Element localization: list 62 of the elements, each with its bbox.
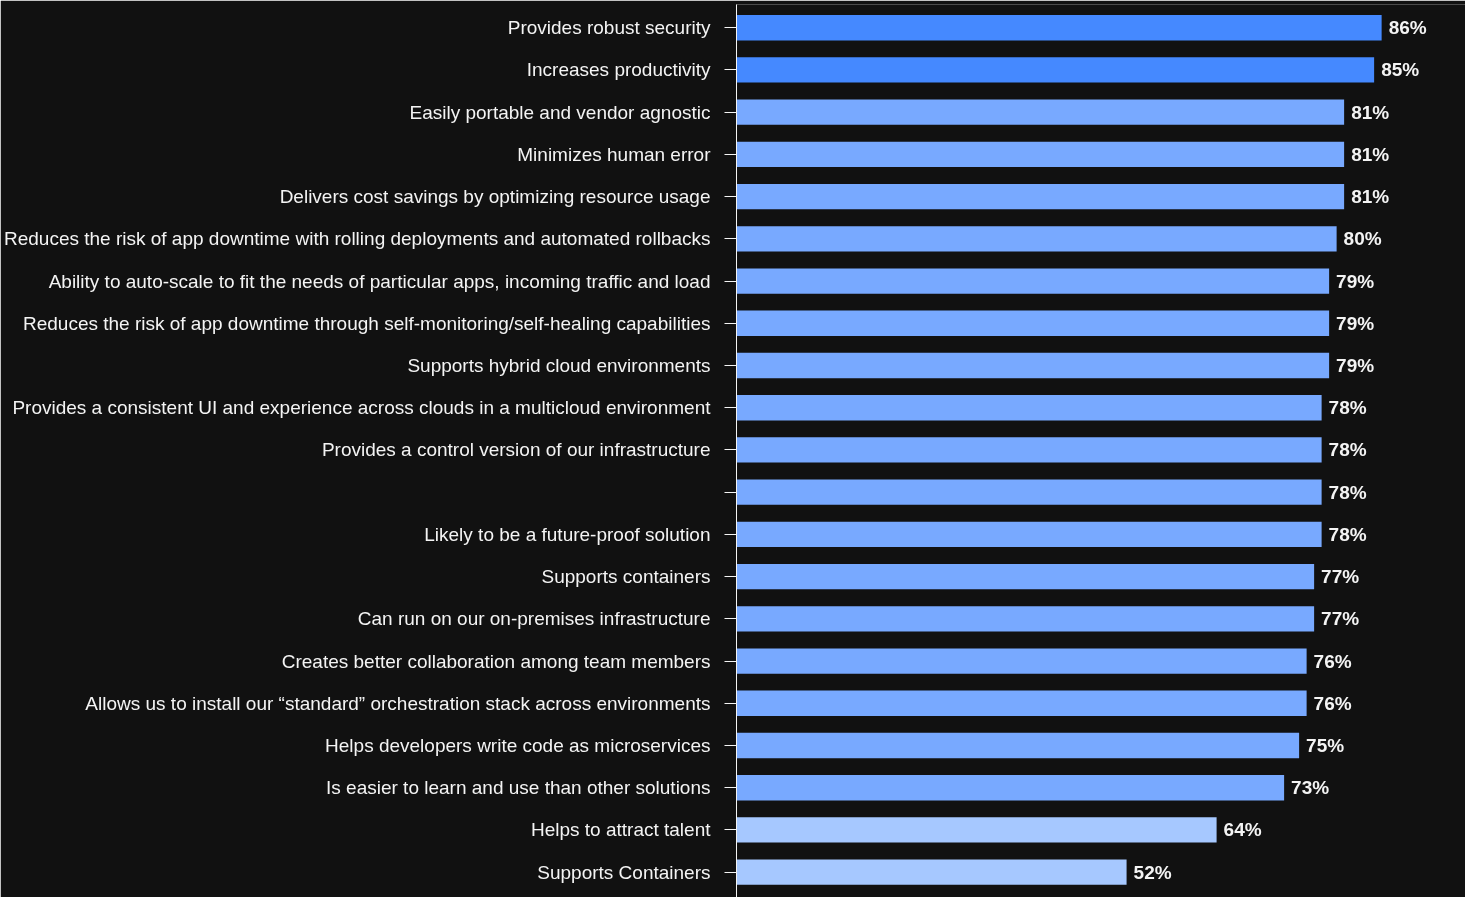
- bar: [736, 352, 1330, 379]
- data-label: 86%: [1388, 17, 1427, 39]
- bar: [736, 15, 1382, 41]
- data-label: 85%: [1381, 59, 1420, 81]
- data-label: 73%: [1291, 777, 1330, 799]
- bar: [736, 775, 1285, 801]
- data-label: 75%: [1306, 735, 1345, 756]
- y-tick-label: Provides a control version of our infrastructure: [321, 439, 711, 461]
- y-tick-label: Reduces the risk of app downtime through self-monitoring/self-healing capabilities: [22, 312, 711, 334]
- y-tick-label: Supports containers: [541, 566, 711, 588]
- bar: [736, 395, 1322, 421]
- y-tick-label: Supports Containers: [537, 861, 711, 883]
- y-tick-label: Is easier to learn and use than other solutions: [326, 777, 711, 799]
- data-label: 80%: [1343, 228, 1382, 250]
- bar: [736, 437, 1322, 463]
- bar: [736, 99, 1345, 125]
- data-label: 81%: [1351, 186, 1390, 208]
- y-tick-label: Can run on our on-premises infrastructure: [357, 608, 711, 630]
- data-label: 64%: [1223, 819, 1262, 841]
- data-label: 78%: [1328, 481, 1367, 503]
- data-label: 78%: [1328, 523, 1367, 545]
- y-tick-label: Helps developers write code as microservices: [325, 735, 711, 756]
- bar: [736, 310, 1330, 336]
- data-label: 79%: [1336, 270, 1375, 292]
- y-tick-label: Ability to auto-scale to fit the needs of particular apps, incoming traffic and load: [48, 270, 711, 292]
- data-label: 52%: [1133, 861, 1172, 883]
- bar: [736, 141, 1345, 168]
- data-label: 78%: [1328, 397, 1367, 419]
- bar: [736, 183, 1345, 210]
- bar: [736, 732, 1300, 759]
- data-label: 81%: [1351, 101, 1390, 123]
- bar: [736, 817, 1217, 843]
- y-tick-label: Provides a consistent UI and experience across clouds in a multicloud environment: [12, 397, 712, 419]
- data-label: 76%: [1313, 692, 1352, 714]
- data-label: 76%: [1313, 650, 1352, 672]
- bar: [736, 226, 1337, 252]
- data-label: 78%: [1328, 439, 1367, 461]
- y-tick-label: Allows us to install our “standard” orchestration stack across environments: [85, 692, 711, 714]
- bar: [736, 690, 1307, 716]
- bar: [736, 606, 1315, 632]
- data-label: 79%: [1336, 312, 1375, 334]
- y-tick-label: Increases productivity: [526, 59, 711, 81]
- bar: [736, 57, 1375, 83]
- y-tick-label: Creates better collaboration among team members: [281, 650, 711, 672]
- y-tick-label: Reduces the risk of app downtime with rolling deployments and automated rollbacks: [3, 228, 711, 250]
- y-tick-label: Minimizes human error: [517, 143, 712, 165]
- bar: [736, 563, 1315, 590]
- data-label: 77%: [1321, 566, 1360, 588]
- y-tick-label: Supports hybrid cloud environments: [407, 355, 711, 376]
- y-tick-label: Provides robust security: [507, 17, 711, 39]
- bar: [736, 859, 1127, 885]
- data-label: 81%: [1351, 143, 1390, 165]
- data-label: 79%: [1336, 355, 1375, 376]
- bar: [736, 521, 1322, 548]
- bar: [736, 479, 1322, 505]
- bar: [736, 648, 1307, 674]
- bar: [736, 268, 1330, 294]
- y-tick-label: Likely to be a future-proof solution: [424, 523, 711, 545]
- data-label: 77%: [1321, 608, 1360, 630]
- y-tick-label: Delivers cost savings by optimizing resource usage: [279, 186, 711, 208]
- y-tick-label: Easily portable and vendor agnostic: [409, 101, 711, 123]
- y-tick-label: Helps to attract talent: [530, 819, 712, 841]
